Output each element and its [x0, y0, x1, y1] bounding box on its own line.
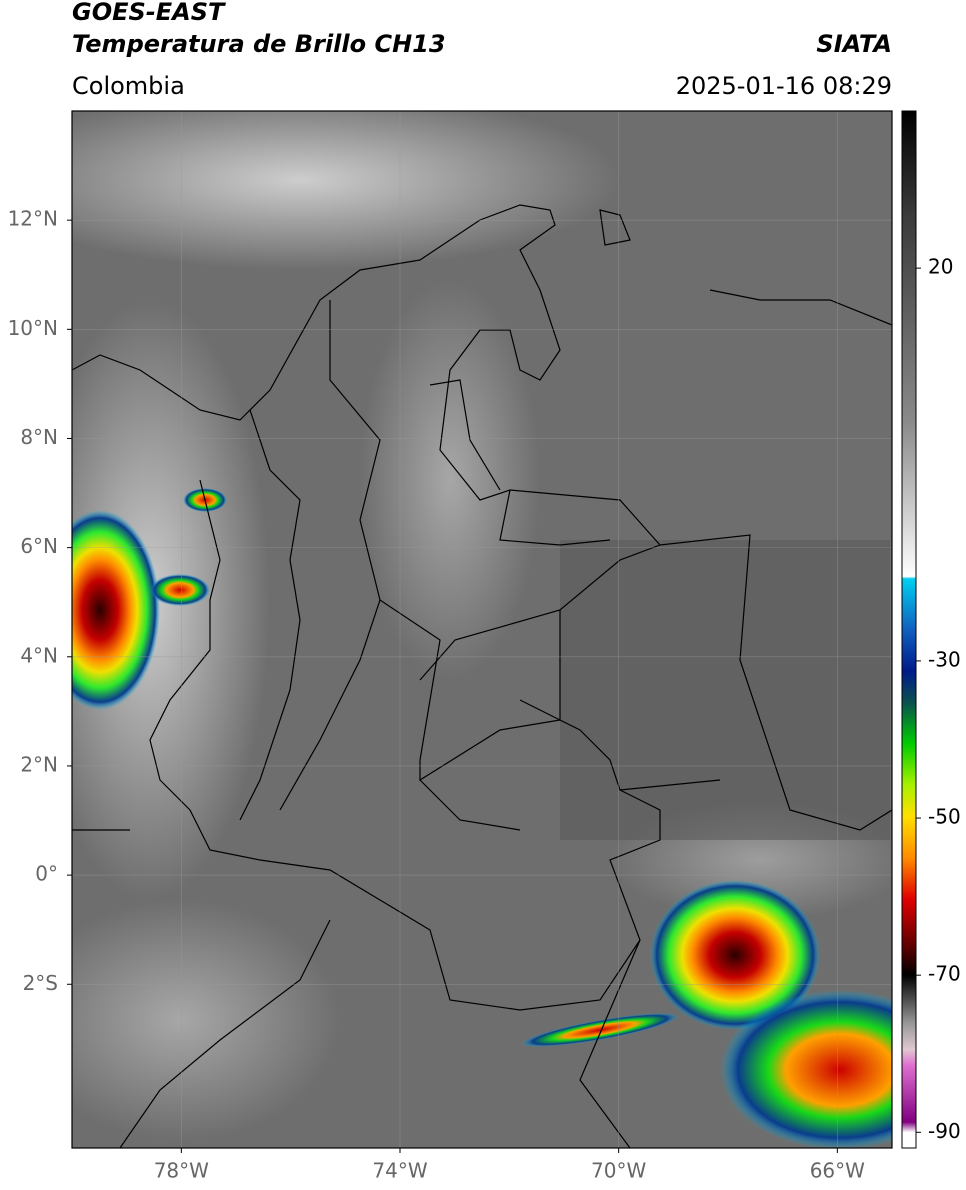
x-tick-label: 78°W [154, 1159, 209, 1183]
colorbar-label: 20 [928, 255, 953, 279]
subtitle: Temperatura de Brillo CH13 [72, 30, 446, 58]
colorbar-label: -70 [928, 962, 961, 986]
map-image [72, 111, 892, 1148]
y-tick-label: 4°N [20, 643, 58, 667]
x-tick-label: 70°W [591, 1159, 646, 1183]
grid [72, 111, 892, 1148]
y-tick-label: 6°N [20, 534, 58, 558]
y-tick-label: 0° [35, 862, 58, 886]
colorbar-label: -90 [928, 1119, 961, 1143]
title: GOES-EAST [72, 0, 226, 26]
y-tick-label: 2°S [23, 971, 58, 995]
y-tick-label: 2°N [20, 752, 58, 776]
datetime: 2025-01-16 08:29 [676, 72, 892, 100]
x-tick-label: 66°W [810, 1159, 865, 1183]
colorbar-label: -50 [928, 805, 961, 829]
source: SIATA [816, 30, 892, 58]
map-frame [71, 110, 893, 1149]
y-tick-label: 12°N [8, 207, 58, 231]
colorbar-label: -30 [928, 647, 961, 671]
colorbar [901, 110, 917, 1149]
y-tick-label: 10°N [8, 316, 58, 340]
x-tick-label: 74°W [372, 1159, 427, 1183]
y-tick-label: 8°N [20, 425, 58, 449]
region: Colombia [72, 72, 185, 100]
